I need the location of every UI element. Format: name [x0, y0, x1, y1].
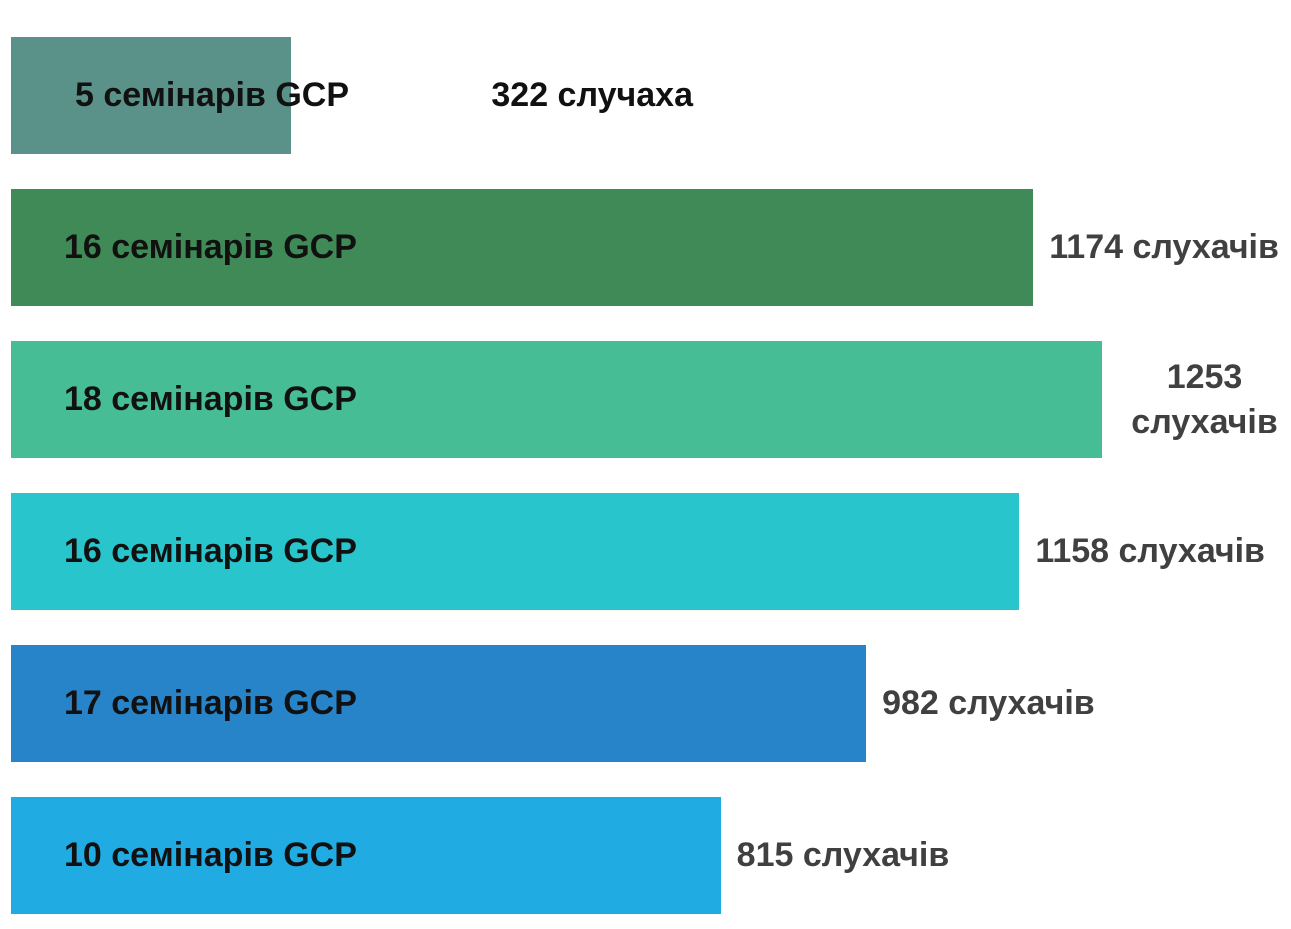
value-label-box: 322 случаха	[491, 37, 1291, 154]
value-label: 1158 слухачів	[1035, 532, 1265, 571]
value-label-box: 1158 слухачів	[1035, 493, 1291, 610]
value-label: 815 слухачів	[736, 836, 950, 875]
category-label: 10 семінарів GCP	[64, 836, 357, 874]
category-label: 16 семінарів GCP	[64, 532, 357, 570]
bar	[11, 645, 867, 762]
bar	[11, 189, 1034, 306]
category-label: 17 семінарів GCP	[64, 684, 357, 722]
bar	[11, 37, 292, 154]
value-label: 322 случаха	[491, 76, 693, 115]
value-label-box: 1253 слухачів	[1118, 341, 1291, 458]
bar	[11, 493, 1020, 610]
value-label: 982 слухачів	[882, 684, 1095, 723]
value-label-box: 815 слухачів	[737, 797, 1291, 914]
category-label: 18 семінарів GCP	[64, 380, 357, 418]
value-label-box: 982 слухачів	[882, 645, 1291, 762]
value-label: 1253 слухачів	[1131, 358, 1278, 441]
bar	[11, 341, 1103, 458]
category-label: 16 семінарів GCP	[64, 228, 357, 266]
value-label: 1174 слухачів	[1049, 228, 1279, 267]
category-label: 5 семінарів GCP	[75, 76, 350, 114]
bar	[11, 797, 721, 914]
value-label-box: 1174 слухачів	[1049, 189, 1291, 306]
